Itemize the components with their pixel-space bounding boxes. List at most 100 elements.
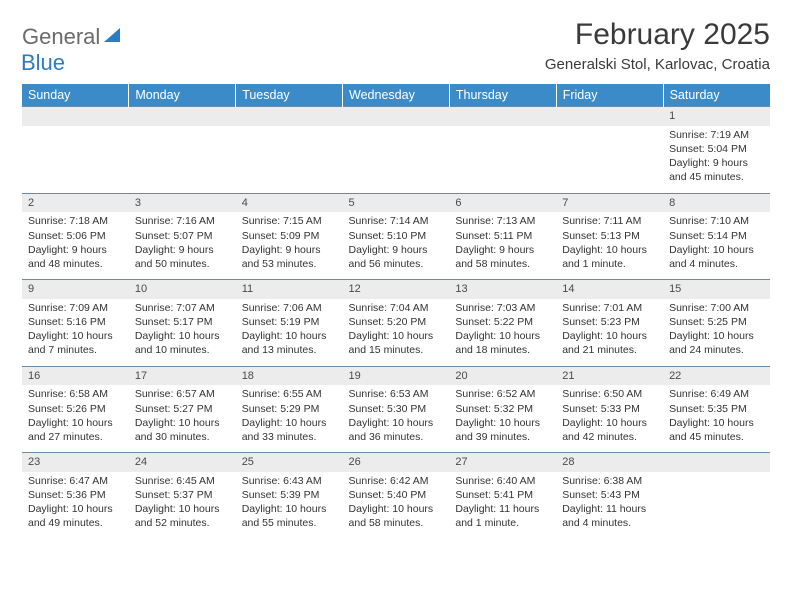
day-number-cell (449, 107, 556, 126)
sunrise-text: Sunrise: 7:13 AM (455, 214, 550, 228)
sunset-text: Sunset: 5:14 PM (669, 229, 764, 243)
week-daynum-row: 1 (22, 107, 770, 126)
day-details-cell: Sunrise: 6:40 AMSunset: 5:41 PMDaylight:… (449, 472, 556, 539)
sunrise-text: Sunrise: 7:16 AM (135, 214, 230, 228)
sunrise-text: Sunrise: 7:03 AM (455, 301, 550, 315)
sunset-text: Sunset: 5:16 PM (28, 315, 123, 329)
day-number-cell: 4 (236, 193, 343, 212)
sunset-text: Sunset: 5:10 PM (349, 229, 444, 243)
day-details-cell (449, 126, 556, 193)
day-details-cell: Sunrise: 7:11 AMSunset: 5:13 PMDaylight:… (556, 212, 663, 279)
day-number-cell: 20 (449, 366, 556, 385)
daylight-text: Daylight: 10 hours and 36 minutes. (349, 416, 444, 444)
day-number-cell: 16 (22, 366, 129, 385)
daylight-text: Daylight: 9 hours and 58 minutes. (455, 243, 550, 271)
daylight-text: Daylight: 10 hours and 7 minutes. (28, 329, 123, 357)
daylight-text: Daylight: 10 hours and 10 minutes. (135, 329, 230, 357)
sunrise-text: Sunrise: 6:45 AM (135, 474, 230, 488)
sunset-text: Sunset: 5:39 PM (242, 488, 337, 502)
day-header: Tuesday (236, 84, 343, 107)
daylight-text: Daylight: 10 hours and 21 minutes. (562, 329, 657, 357)
sunset-text: Sunset: 5:32 PM (455, 402, 550, 416)
day-details-cell (343, 126, 450, 193)
title-block: February 2025 Generalski Stol, Karlovac,… (545, 18, 770, 73)
day-details-cell: Sunrise: 7:18 AMSunset: 5:06 PMDaylight:… (22, 212, 129, 279)
day-number-cell: 17 (129, 366, 236, 385)
day-details-cell: Sunrise: 6:52 AMSunset: 5:32 PMDaylight:… (449, 385, 556, 452)
day-header: Wednesday (343, 84, 450, 107)
day-details-cell: Sunrise: 6:50 AMSunset: 5:33 PMDaylight:… (556, 385, 663, 452)
brand-logo: General Blue (22, 18, 122, 76)
day-number-cell: 12 (343, 280, 450, 299)
daylight-text: Daylight: 11 hours and 4 minutes. (562, 502, 657, 530)
day-details-cell: Sunrise: 6:55 AMSunset: 5:29 PMDaylight:… (236, 385, 343, 452)
sunrise-text: Sunrise: 7:19 AM (669, 128, 764, 142)
week-daynum-row: 16171819202122 (22, 366, 770, 385)
daylight-text: Daylight: 9 hours and 56 minutes. (349, 243, 444, 271)
day-header: Thursday (449, 84, 556, 107)
day-number-cell (236, 107, 343, 126)
daylight-text: Daylight: 10 hours and 52 minutes. (135, 502, 230, 530)
sunset-text: Sunset: 5:23 PM (562, 315, 657, 329)
sunset-text: Sunset: 5:33 PM (562, 402, 657, 416)
day-number-cell: 3 (129, 193, 236, 212)
daylight-text: Daylight: 10 hours and 18 minutes. (455, 329, 550, 357)
daylight-text: Daylight: 10 hours and 55 minutes. (242, 502, 337, 530)
logo-word-blue: Blue (21, 50, 65, 75)
sunrise-text: Sunrise: 7:01 AM (562, 301, 657, 315)
day-details-cell: Sunrise: 7:01 AMSunset: 5:23 PMDaylight:… (556, 299, 663, 366)
daylight-text: Daylight: 9 hours and 45 minutes. (669, 156, 764, 184)
day-number-cell: 26 (343, 453, 450, 472)
daylight-text: Daylight: 10 hours and 15 minutes. (349, 329, 444, 357)
sunset-text: Sunset: 5:26 PM (28, 402, 123, 416)
day-details-cell: Sunrise: 6:42 AMSunset: 5:40 PMDaylight:… (343, 472, 450, 539)
sunrise-text: Sunrise: 6:50 AM (562, 387, 657, 401)
day-number-cell: 8 (663, 193, 770, 212)
daylight-text: Daylight: 10 hours and 1 minute. (562, 243, 657, 271)
sunset-text: Sunset: 5:30 PM (349, 402, 444, 416)
week-daynum-row: 232425262728 (22, 453, 770, 472)
day-number-cell: 21 (556, 366, 663, 385)
day-details-cell: Sunrise: 6:53 AMSunset: 5:30 PMDaylight:… (343, 385, 450, 452)
sunset-text: Sunset: 5:19 PM (242, 315, 337, 329)
day-number-cell: 19 (343, 366, 450, 385)
day-details-cell (22, 126, 129, 193)
day-details-cell: Sunrise: 7:09 AMSunset: 5:16 PMDaylight:… (22, 299, 129, 366)
day-number-cell: 5 (343, 193, 450, 212)
day-header: Sunday (22, 84, 129, 107)
sunset-text: Sunset: 5:41 PM (455, 488, 550, 502)
week-details-row: Sunrise: 7:09 AMSunset: 5:16 PMDaylight:… (22, 299, 770, 366)
day-details-cell: Sunrise: 7:14 AMSunset: 5:10 PMDaylight:… (343, 212, 450, 279)
day-number-cell (343, 107, 450, 126)
sunrise-text: Sunrise: 6:53 AM (349, 387, 444, 401)
daylight-text: Daylight: 10 hours and 30 minutes. (135, 416, 230, 444)
logo-word-general: General (22, 24, 100, 49)
week-details-row: Sunrise: 7:18 AMSunset: 5:06 PMDaylight:… (22, 212, 770, 279)
location-label: Generalski Stol, Karlovac, Croatia (545, 56, 770, 73)
sunrise-text: Sunrise: 6:52 AM (455, 387, 550, 401)
daylight-text: Daylight: 10 hours and 39 minutes. (455, 416, 550, 444)
day-number-cell: 15 (663, 280, 770, 299)
sunset-text: Sunset: 5:17 PM (135, 315, 230, 329)
daylight-text: Daylight: 10 hours and 49 minutes. (28, 502, 123, 530)
day-number-cell (663, 453, 770, 472)
day-details-cell: Sunrise: 6:38 AMSunset: 5:43 PMDaylight:… (556, 472, 663, 539)
day-details-cell: Sunrise: 6:49 AMSunset: 5:35 PMDaylight:… (663, 385, 770, 452)
sunset-text: Sunset: 5:09 PM (242, 229, 337, 243)
day-details-cell: Sunrise: 7:16 AMSunset: 5:07 PMDaylight:… (129, 212, 236, 279)
week-details-row: Sunrise: 6:47 AMSunset: 5:36 PMDaylight:… (22, 472, 770, 539)
sunset-text: Sunset: 5:11 PM (455, 229, 550, 243)
sunset-text: Sunset: 5:04 PM (669, 142, 764, 156)
day-details-cell: Sunrise: 6:47 AMSunset: 5:36 PMDaylight:… (22, 472, 129, 539)
sunset-text: Sunset: 5:20 PM (349, 315, 444, 329)
daylight-text: Daylight: 10 hours and 4 minutes. (669, 243, 764, 271)
sunset-text: Sunset: 5:25 PM (669, 315, 764, 329)
day-details-cell: Sunrise: 6:57 AMSunset: 5:27 PMDaylight:… (129, 385, 236, 452)
sunrise-text: Sunrise: 7:14 AM (349, 214, 444, 228)
sunrise-text: Sunrise: 6:40 AM (455, 474, 550, 488)
day-details-cell: Sunrise: 6:43 AMSunset: 5:39 PMDaylight:… (236, 472, 343, 539)
day-header: Friday (556, 84, 663, 107)
sunrise-text: Sunrise: 6:49 AM (669, 387, 764, 401)
sunset-text: Sunset: 5:29 PM (242, 402, 337, 416)
sunrise-text: Sunrise: 7:10 AM (669, 214, 764, 228)
